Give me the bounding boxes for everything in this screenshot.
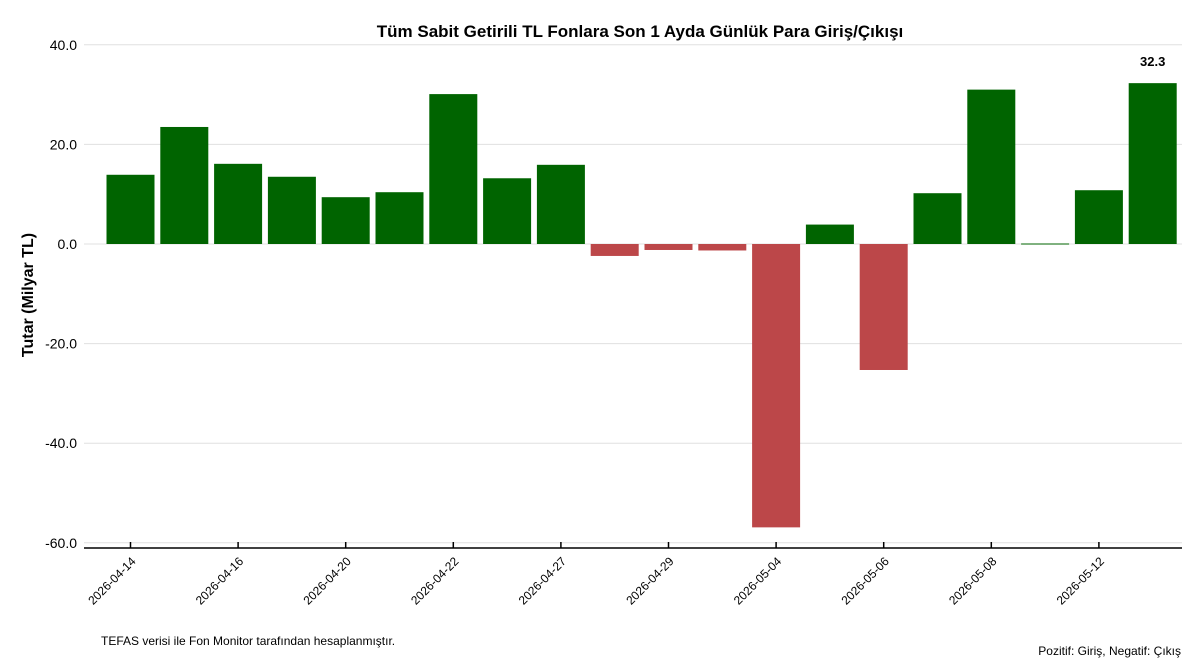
x-tick-label: 2026-05-08	[946, 554, 1000, 608]
source-note: TEFAS verisi ile Fon Monitor tarafından …	[101, 634, 395, 648]
bar	[859, 244, 908, 370]
bar	[214, 163, 263, 244]
y-tick-label: 40.0	[50, 37, 77, 53]
x-tick-label: 2026-04-29	[623, 554, 677, 608]
bar	[160, 126, 209, 244]
data-labels: 32.3	[1140, 54, 1165, 69]
bar	[913, 193, 962, 244]
bar	[483, 178, 532, 244]
legend-note: Pozitif: Giriş, Negatif: Çıkış	[1038, 644, 1181, 658]
y-tick-label: 0.0	[58, 236, 78, 252]
chart-title: Tüm Sabit Getirili TL Fonlara Son 1 Ayda…	[377, 22, 904, 41]
x-tick-label: 2026-04-14	[85, 554, 139, 608]
grid-lines	[84, 44, 1182, 544]
bar	[1074, 190, 1123, 244]
bar	[1128, 83, 1177, 244]
bar	[698, 244, 747, 251]
bar	[752, 244, 801, 528]
x-tick-label: 2026-04-20	[301, 554, 355, 608]
y-axis-label: Tutar (Milyar TL)	[20, 233, 37, 357]
x-tick-label: 2026-05-04	[731, 554, 785, 608]
x-tick-label: 2026-04-16	[193, 554, 247, 608]
bar	[644, 244, 693, 250]
bar	[375, 192, 424, 244]
y-axis: -60.0 -40.0 -20.0 0.0 20.0 40.0	[45, 37, 77, 551]
bar	[267, 176, 316, 244]
x-tick-label: 2026-04-27	[516, 554, 570, 608]
bar	[429, 94, 478, 245]
bar	[805, 224, 854, 244]
bar	[967, 89, 1016, 245]
x-tick-label: 2026-04-22	[408, 554, 462, 608]
x-tick-label: 2026-05-06	[839, 554, 893, 608]
bar	[1021, 243, 1070, 245]
y-tick-label: -40.0	[45, 435, 77, 451]
data-label: 32.3	[1140, 54, 1165, 69]
bar	[106, 174, 155, 244]
bar	[321, 197, 370, 244]
y-tick-label: -20.0	[45, 336, 77, 352]
y-tick-label: 20.0	[50, 136, 77, 152]
x-axis: 2026-04-14 2026-04-16 2026-04-20 2026-04-22…	[84, 542, 1182, 608]
y-tick-label: -60.0	[45, 535, 77, 551]
bars	[106, 83, 1177, 528]
bar	[536, 164, 585, 244]
bar	[590, 244, 639, 256]
x-tick-label: 2026-05-12	[1054, 554, 1108, 608]
